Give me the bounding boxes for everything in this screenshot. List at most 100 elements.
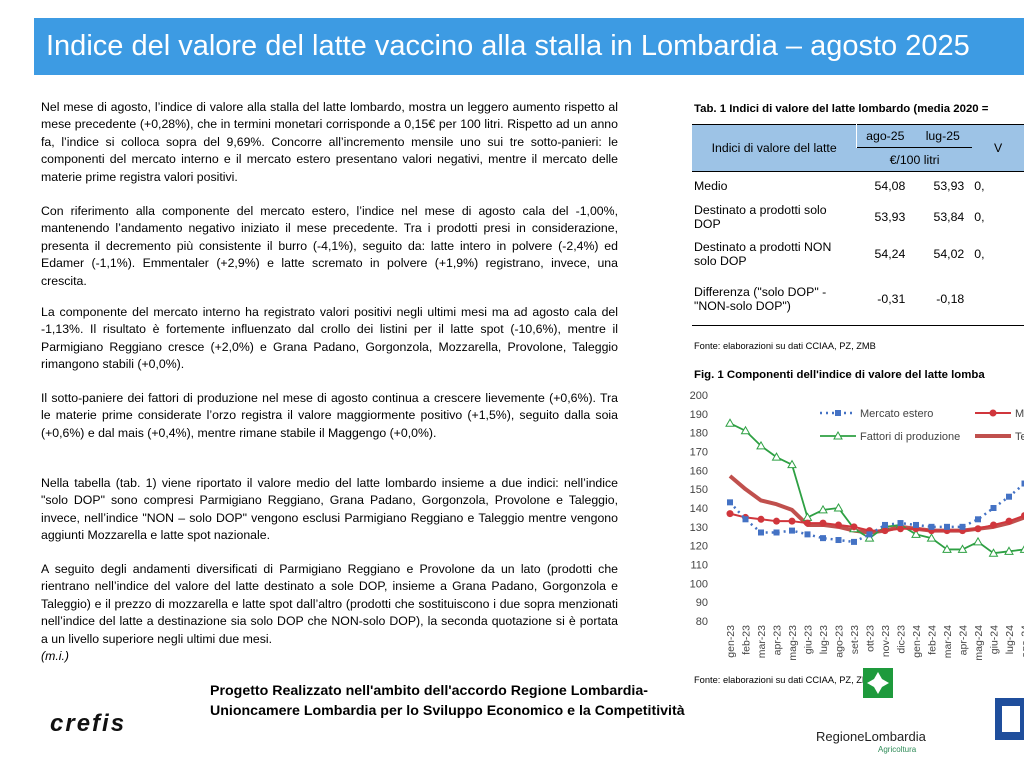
x-tick-label: lug-24 — [1004, 625, 1016, 654]
legend-marker — [833, 430, 843, 440]
point — [851, 538, 857, 545]
figure-title: Fig. 1 Componenti dell'indice di valore … — [694, 369, 985, 381]
point — [944, 523, 950, 530]
point — [974, 525, 982, 533]
point — [990, 521, 997, 529]
point — [835, 537, 842, 544]
cell: -0,18 — [936, 292, 965, 307]
logo-right-icon — [995, 698, 1024, 740]
point — [789, 527, 795, 534]
point — [804, 519, 811, 527]
x-tick-label: giu-23 — [803, 625, 815, 654]
figure-source: Fonte: elaborazioni su dati CCIAA, PZ, Z… — [694, 675, 876, 685]
paragraph: La componente del mercato interno ha reg… — [41, 305, 618, 372]
point — [804, 531, 811, 538]
cell: 0, — [974, 178, 985, 193]
point — [850, 523, 858, 531]
legend-marker — [989, 409, 997, 417]
point — [1004, 546, 1014, 555]
legend-label: Te — [1015, 431, 1024, 443]
column-header: lug-25 — [913, 124, 973, 148]
paragraph: Nel mese di agosto, l’indice di valore a… — [41, 100, 618, 184]
point — [990, 505, 997, 511]
point — [740, 425, 751, 435]
point — [1005, 517, 1013, 525]
point — [1021, 512, 1024, 519]
x-tick-label: apr-24 — [958, 625, 970, 656]
y-tick-label: 120 — [690, 541, 708, 553]
cell: 0, — [974, 209, 985, 224]
table-source: Fonte: elaborazioni su dati CCIAA, PZ, Z… — [694, 341, 876, 351]
x-tick-label: dic-23 — [896, 625, 908, 654]
column-header: Indici di valore del latte — [692, 124, 857, 172]
x-tick-label: ago-23 — [834, 625, 846, 658]
point — [787, 459, 797, 469]
header-bar: Indice del valore del latte vaccino alla… — [34, 18, 1024, 75]
point — [773, 529, 780, 536]
x-tick-label: mag-23 — [787, 625, 799, 661]
y-tick-label: 200 — [690, 390, 708, 402]
project-text: Progetto Realizzato nell'ambito dell'acc… — [210, 681, 685, 721]
legend-label: Mercato estero — [860, 408, 933, 420]
x-tick-label: mar-24 — [942, 625, 954, 658]
y-tick-label: 140 — [690, 503, 708, 515]
row-label: Destinato a prodotti solo DOP — [694, 202, 827, 231]
legend-label: Fattori di produzione — [860, 431, 960, 443]
point — [864, 533, 875, 542]
y-tick-label: 170 — [690, 447, 708, 459]
point — [897, 520, 904, 527]
cell: 53,93 — [933, 178, 965, 193]
point — [788, 517, 796, 525]
column-header: V — [972, 124, 1024, 172]
point — [742, 516, 749, 523]
point — [833, 502, 844, 512]
point — [1021, 480, 1024, 487]
x-tick-label: feb-24 — [927, 625, 939, 655]
y-tick-label: 80 — [696, 616, 708, 628]
y-tick-label: 110 — [690, 560, 708, 572]
point — [959, 523, 966, 530]
cell: 54,24 — [874, 246, 906, 261]
point — [1006, 493, 1012, 500]
cell: 53,84 — [933, 209, 965, 224]
y-tick-label: 160 — [690, 465, 708, 477]
point — [975, 516, 981, 523]
logo-regione-sub: Agricoltura — [878, 745, 917, 754]
point — [818, 504, 828, 514]
point — [913, 521, 919, 528]
point — [758, 529, 764, 536]
y-tick-label: 130 — [690, 522, 708, 534]
logo-crefis: crefis — [50, 710, 126, 737]
point — [881, 527, 889, 535]
row-label: Medio — [694, 178, 728, 193]
data-table: Indici di valore del latte ago-25 lug-25… — [692, 124, 1024, 326]
unit: €/100 litri — [856, 147, 973, 172]
legend: Mercato estero M Fattori di produzione Te — [820, 408, 1024, 443]
legend-box — [815, 402, 1024, 446]
x-tick-label: giu-24 — [989, 625, 1001, 654]
point — [988, 548, 999, 557]
logo-regione: RegioneLombardia — [816, 729, 927, 744]
point — [957, 544, 968, 553]
point — [897, 525, 904, 533]
paragraph: Nella tabella (tab. 1) viene riportato i… — [41, 476, 618, 543]
series-line — [728, 474, 1024, 535]
x-tick-label: set-23 — [849, 625, 861, 654]
point — [866, 531, 873, 538]
signature: (m.i.) — [41, 649, 69, 663]
x-tick-label: ott-23 — [865, 625, 877, 652]
point — [726, 510, 734, 518]
y-tick-label: 180 — [690, 428, 708, 440]
cell: 54,02 — [933, 246, 965, 261]
project-line: Unioncamere Lombardia per lo Sviluppo Ec… — [210, 703, 685, 719]
x-tick-label: ago-24 — [1020, 625, 1024, 658]
point — [926, 533, 937, 542]
cell: 54,08 — [874, 178, 906, 193]
column-header: ago-25 — [856, 124, 914, 148]
y-tick-label: 100 — [690, 578, 708, 590]
x-tick-label: feb-23 — [741, 625, 753, 655]
paragraph: Con riferimento alla componente del merc… — [41, 204, 618, 288]
legend-marker — [835, 410, 841, 416]
